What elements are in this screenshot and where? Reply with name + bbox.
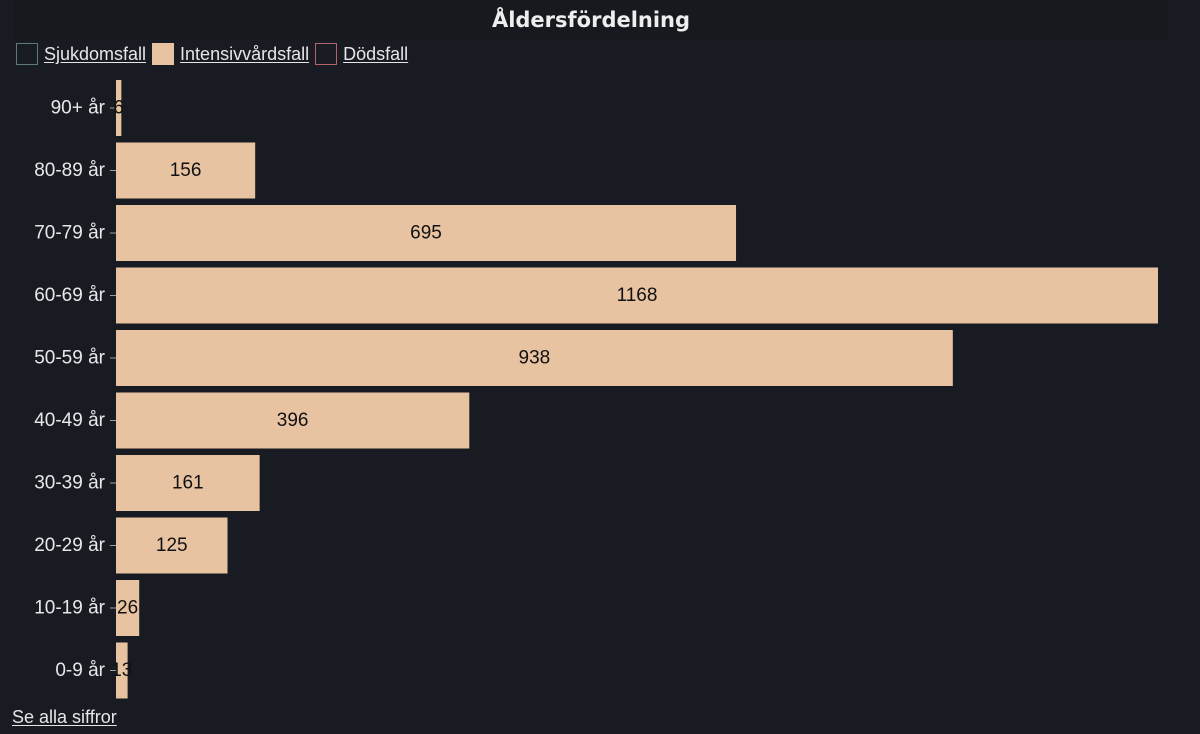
y-tick-label: 60-69 år [34,285,105,306]
y-tick-label: 30-39 år [34,473,105,494]
data-label: 161 [172,473,204,494]
bar [116,517,228,574]
legend-swatch-sjukdomsfall [16,43,38,65]
data-label: 125 [156,535,188,556]
chart-legend: Sjukdomsfall Intensivvårdsfall Dödsfall [16,41,414,67]
legend-swatch-dodsfall [315,43,338,65]
y-tick-label: 50-59 år [34,348,105,369]
data-label: 156 [170,160,202,181]
y-tick-label: 0-9 år [55,660,105,681]
legend-label-intensivvardsfall[interactable]: Intensivvårdsfall [180,43,310,64]
y-tick-label: 80-89 år [34,160,105,181]
bar [116,580,140,636]
data-label: 13 [111,660,132,681]
legend-item-dodsfall[interactable]: Dödsfall [315,43,408,65]
data-label: 1168 [617,285,658,306]
data-label: 695 [410,223,442,244]
bar [116,142,256,199]
y-tick-label: 40-49 år [34,410,105,431]
y-tick-label: 20-29 år [34,535,105,556]
bar [116,392,470,449]
legend-label-dodsfall[interactable]: Dödsfall [343,43,409,64]
y-tick-label: 90+ år [51,98,106,119]
y-tick-label: 70-79 år [34,223,105,244]
legend-item-sjukdomsfall[interactable]: Sjukdomsfall [16,43,146,65]
data-label: 6 [113,98,124,119]
chart-title-bar: Åldersfördelning [14,0,1168,40]
legend-label-sjukdomsfall[interactable]: Sjukdomsfall [44,43,147,64]
see-all-figures-link[interactable]: Se alla siffror [12,707,117,727]
data-label: 396 [277,410,309,431]
data-label: 26 [117,598,138,619]
legend-item-intensivvardsfall[interactable]: Intensivvårdsfall [152,43,309,65]
y-tick-label: 10-19 år [34,598,105,619]
bar [116,205,737,261]
bar [116,80,122,136]
chart-title: Åldersfördelning [491,8,691,32]
bar [116,455,260,511]
legend-swatch-intensivvardsfall [152,43,175,65]
data-label: 938 [519,348,551,369]
bar [116,642,128,699]
bar [116,330,953,386]
bar [116,267,1158,324]
